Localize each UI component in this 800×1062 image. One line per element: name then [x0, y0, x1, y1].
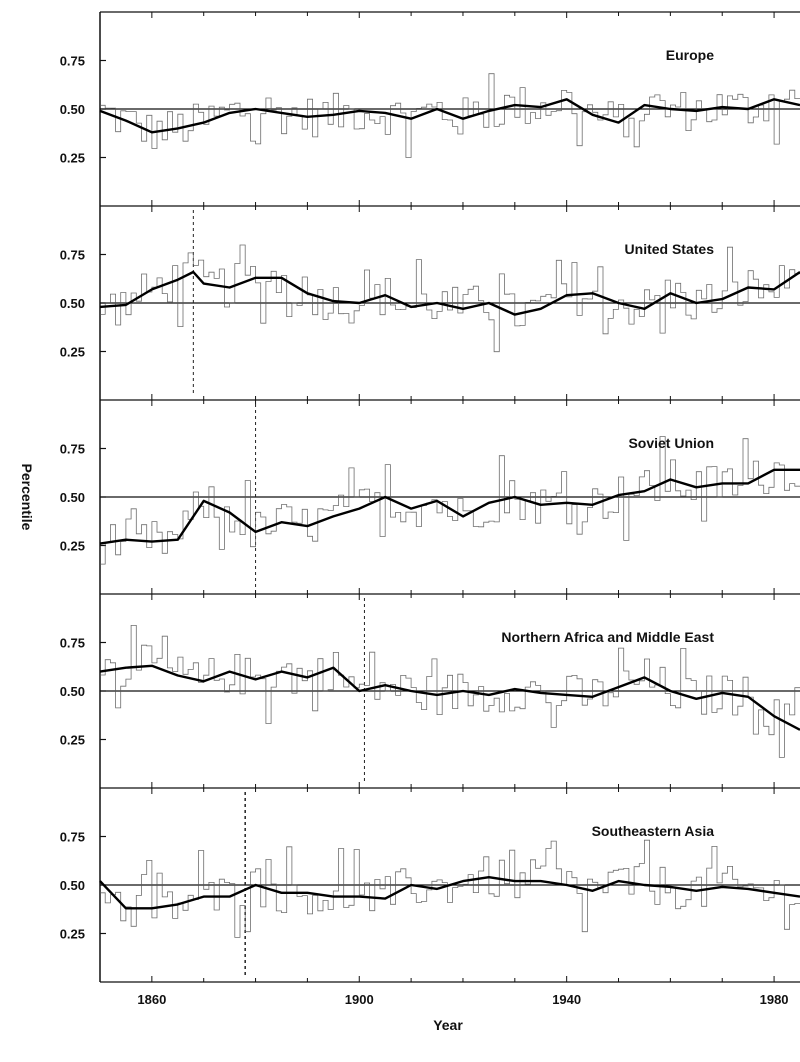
panel-2-annual-trace [100, 244, 800, 353]
panel-5-smoothed-line [99, 876, 800, 910]
panel-2-title: United States [625, 241, 715, 257]
panel-4-y-tick-label: 0.50 [60, 684, 85, 699]
x-tick-label: 1900 [345, 992, 374, 1007]
x-axis-title: Year [433, 1017, 463, 1033]
panel-5-y-tick-label: 0.75 [60, 830, 85, 845]
panel-1-y-tick-label: 0.75 [60, 54, 85, 69]
panel-3-smoothed-line [99, 468, 800, 545]
panel-1-annual-trace [100, 73, 800, 158]
x-tick-label: 1860 [137, 992, 166, 1007]
panel-1-title: Europe [666, 47, 714, 63]
panel-1-y-tick-label: 0.50 [60, 102, 85, 117]
panel-3-title: Soviet Union [628, 435, 714, 451]
x-tick-label: 1940 [552, 992, 581, 1007]
panel-2-smoothed-line [99, 270, 800, 316]
panel-4-title: Northern Africa and Middle East [501, 629, 714, 645]
panel-4-annual-trace [100, 625, 800, 758]
panel-5-y-tick-label: 0.25 [60, 927, 85, 942]
panel-3-annual-trace [100, 436, 800, 565]
panel-4-y-tick-label: 0.25 [60, 733, 85, 748]
x-tick-label: 1980 [760, 992, 789, 1007]
panel-4-y-tick-label: 0.75 [60, 636, 85, 651]
panel-4-smoothed-line [99, 664, 800, 731]
panel-1-smoothed-line [99, 98, 800, 134]
panel-2-y-tick-label: 0.25 [60, 345, 85, 360]
panel-5-annual-trace [100, 839, 800, 938]
panel-3-y-tick-label: 0.25 [60, 539, 85, 554]
panel-2-y-tick-label: 0.50 [60, 296, 85, 311]
panel-5-y-tick-label: 0.50 [60, 878, 85, 893]
panel-5-title: Southeastern Asia [592, 823, 715, 839]
panel-3-y-tick-label: 0.50 [60, 490, 85, 505]
panel-2-y-tick-label: 0.75 [60, 248, 85, 263]
y-axis-title: Percentile [19, 464, 35, 531]
panel-3-y-tick-label: 0.75 [60, 442, 85, 457]
panel-1-y-tick-label: 0.25 [60, 151, 85, 166]
